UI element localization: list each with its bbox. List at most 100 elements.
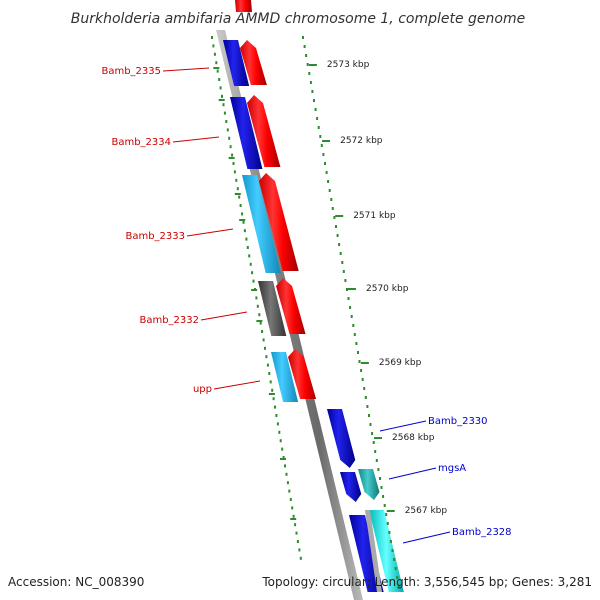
- kbp-tick-label: 2571 kbp: [353, 211, 396, 221]
- accession-text: Accession: NC_008390: [8, 575, 144, 589]
- scale-dot: [371, 432, 374, 435]
- scale-dot: [317, 126, 320, 129]
- gene-label: upp: [193, 384, 212, 395]
- scale-dot: [368, 414, 370, 417]
- kbp-tick-label: 2573 kbp: [327, 60, 370, 70]
- scale-dot: [303, 45, 306, 48]
- scale-dot: [279, 439, 282, 443]
- scale-dot: [385, 513, 388, 516]
- scale-dot: [219, 86, 222, 90]
- scale-dot: [291, 506, 294, 510]
- scale-dot: [274, 405, 276, 409]
- scale-dot: [335, 225, 337, 228]
- scale-dot: [265, 355, 268, 359]
- gene-red: [240, 40, 267, 85]
- scale-dot: [358, 360, 361, 363]
- scale-dot: [319, 135, 322, 138]
- scale-dot: [292, 514, 295, 518]
- scale-dot: [353, 333, 356, 336]
- scale-dot: [324, 162, 326, 165]
- gene-cyan: [242, 175, 281, 273]
- scale-dot: [288, 489, 291, 493]
- scale-dot: [285, 472, 288, 476]
- scale-dot: [308, 72, 311, 75]
- scale-dot: [391, 549, 394, 552]
- scale-dot: [213, 52, 216, 56]
- scale-dot: [388, 531, 391, 534]
- scale-dot: [218, 78, 221, 81]
- scale-dot: [374, 450, 377, 453]
- scale-dot: [235, 178, 238, 182]
- kbp-tick-mark: [386, 510, 395, 512]
- scale-dot: [341, 261, 344, 264]
- scale-dot: [271, 388, 274, 392]
- scale-dot: [361, 378, 364, 381]
- label-leader-line: [200, 311, 248, 321]
- scale-dot: [248, 254, 251, 258]
- scale-dot: [221, 94, 223, 98]
- scale-dot: [284, 464, 286, 468]
- scale-dot: [302, 36, 304, 39]
- scale-tick-mark: [268, 393, 275, 395]
- scale-dot: [327, 180, 330, 183]
- gene-aqua: [369, 510, 404, 592]
- scale-dot: [320, 144, 323, 147]
- scale-dot: [330, 198, 333, 201]
- label-leader-line: [213, 380, 261, 390]
- label-leader-line: [388, 467, 437, 480]
- scale-dot: [363, 387, 366, 390]
- gene-red: [276, 278, 306, 334]
- scale-dot: [352, 324, 355, 327]
- scale-dot: [366, 405, 369, 408]
- scale-dot: [298, 548, 301, 552]
- kbp-tick-mark: [348, 288, 356, 290]
- scale-dot: [346, 288, 348, 291]
- gene-gray: [365, 510, 382, 592]
- kbp-tick-mark: [335, 215, 344, 217]
- scale-dot: [364, 396, 367, 399]
- scale-dot: [241, 212, 244, 216]
- gene-red: [259, 173, 299, 271]
- scale-dot: [333, 216, 336, 219]
- scale-dot: [299, 556, 302, 560]
- scale-dot: [229, 145, 232, 149]
- label-leader-line: [402, 531, 451, 544]
- scale-dot: [268, 372, 271, 375]
- label-leader-line: [379, 420, 427, 432]
- scale-dot: [259, 321, 262, 325]
- scale-dot: [331, 207, 334, 210]
- scale-dot: [322, 153, 325, 156]
- scale-dot: [339, 252, 342, 255]
- scale-dots: [211, 36, 400, 588]
- scale-dot: [296, 540, 299, 543]
- scale-dot: [275, 414, 278, 417]
- gene-label: Bamb_2328: [452, 527, 512, 538]
- scale-dot: [328, 189, 331, 192]
- scale-dot: [232, 162, 235, 165]
- label-leader-line: [172, 136, 220, 143]
- scale-dot: [347, 297, 350, 300]
- scale-tick-mark: [218, 99, 225, 101]
- scale-dot: [258, 313, 261, 317]
- gene-blue: [327, 409, 356, 468]
- scale-dot: [349, 306, 352, 309]
- scale-dot: [249, 262, 252, 266]
- scale-dot: [246, 246, 249, 249]
- scale-dot: [386, 522, 389, 525]
- scale-dot: [238, 195, 241, 199]
- scale-dot: [305, 54, 308, 57]
- scale-dot: [261, 330, 264, 333]
- label-leaders: [162, 67, 451, 544]
- label-leader-line: [162, 67, 210, 72]
- scale-dot: [282, 456, 285, 459]
- scale-dot: [369, 423, 372, 426]
- gene-cyan: [271, 352, 299, 402]
- scale-dot: [313, 99, 315, 102]
- scale-dot: [397, 585, 400, 588]
- scale-dot: [394, 567, 397, 570]
- scale-dot: [262, 338, 265, 342]
- scale-dot: [380, 486, 383, 489]
- scale-dot: [233, 170, 236, 174]
- scale-dot: [269, 380, 272, 384]
